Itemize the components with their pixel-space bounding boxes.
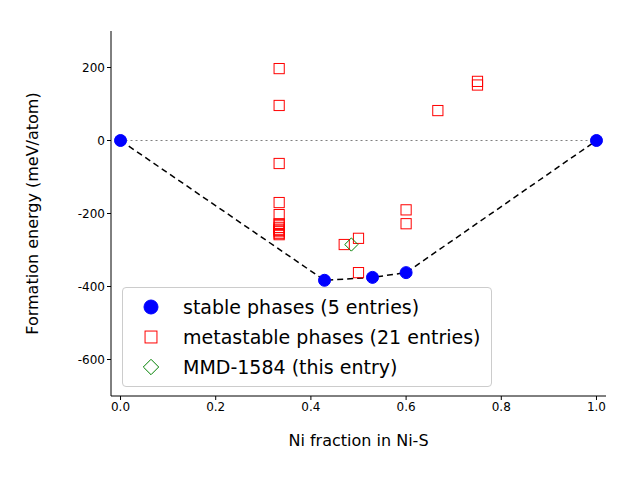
html-text:metastable phases (21 entries): metastable phases (21 entries)	[183, 326, 481, 348]
svg-text:0.4: 0.4	[301, 400, 320, 414]
svg-text:1.0: 1.0	[587, 400, 606, 414]
svg-text:Formation energy (meV/atom): Formation energy (meV/atom)	[23, 92, 42, 334]
svg-text:-200: -200	[78, 207, 105, 221]
html-text:MMD-1584 (this entry): MMD-1584 (this entry)	[183, 356, 398, 378]
svg-text:0.2: 0.2	[206, 400, 225, 414]
svg-text:0.6: 0.6	[397, 400, 416, 414]
svg-text:Ni fraction in Ni-S: Ni fraction in Ni-S	[288, 431, 428, 450]
svg-text:0.8: 0.8	[492, 400, 511, 414]
svg-text:0: 0	[97, 134, 105, 148]
svg-text:0.0: 0.0	[111, 400, 130, 414]
svg-text:200: 200	[82, 61, 105, 75]
svg-text:-600: -600	[78, 353, 105, 367]
svg-text:-400: -400	[78, 280, 105, 294]
html-text:stable phases (5 entries): stable phases (5 entries)	[183, 296, 420, 318]
